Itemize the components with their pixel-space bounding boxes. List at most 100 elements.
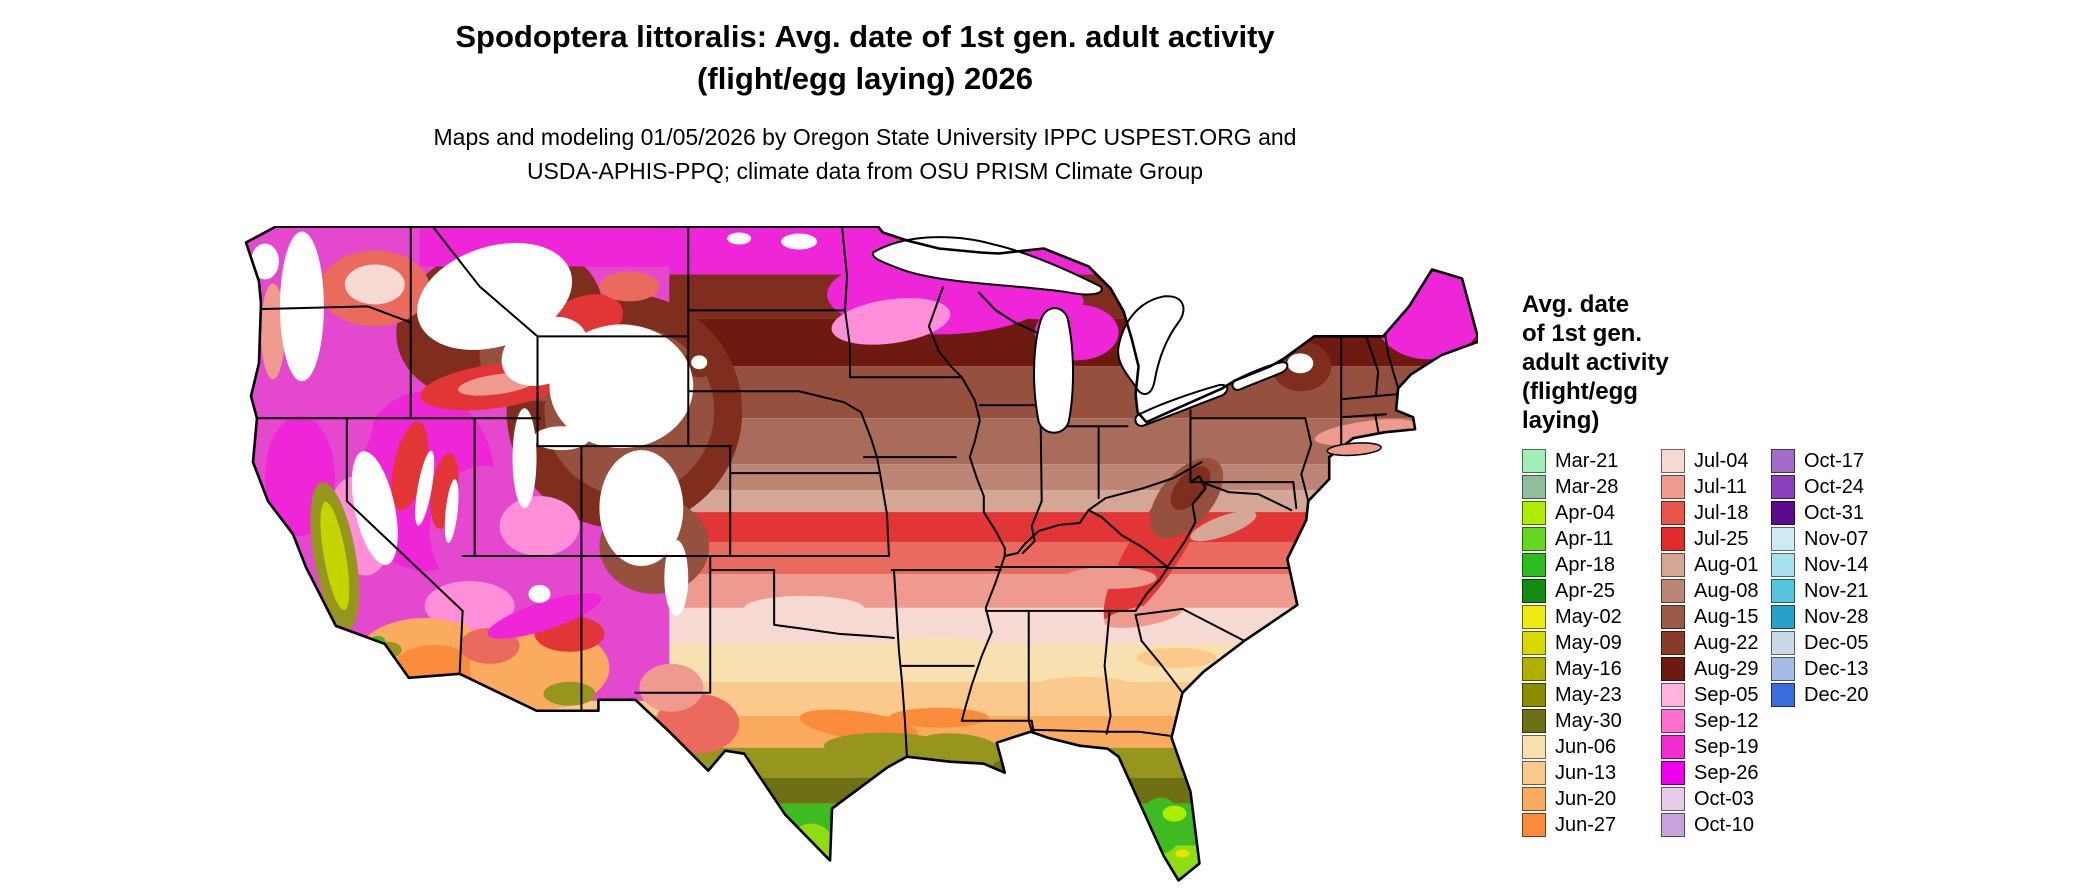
legend-swatch xyxy=(1771,501,1795,525)
long-island xyxy=(1326,442,1382,457)
legend-label: Nov-14 xyxy=(1804,553,1869,576)
legend-entry: Aug-15 xyxy=(1661,604,1771,630)
legend-title-line: laying) xyxy=(1522,407,1600,434)
map-legend: Avg. date of 1st gen. adult activity (fl… xyxy=(1522,290,1942,838)
legend-entry: Oct-03 xyxy=(1661,786,1771,812)
legend-label: Jul-25 xyxy=(1694,527,1749,550)
legend-entry: Jun-20 xyxy=(1522,786,1661,812)
legend-column-1: Mar-21 Mar-28 Apr-04 Apr-11 Apr-18 Apr-25 May-… xyxy=(1522,448,1661,838)
legend-title: Avg. date of 1st gen. adult activity (fl… xyxy=(1522,290,1942,435)
legend-entry: Mar-28 xyxy=(1522,474,1661,500)
legend-label: Dec-05 xyxy=(1804,631,1869,654)
legend-entry: May-09 xyxy=(1522,630,1661,656)
legend-entry: Jul-18 xyxy=(1661,500,1771,526)
legend-label: Nov-21 xyxy=(1804,579,1869,602)
legend-swatch xyxy=(1661,527,1685,551)
legend-swatch xyxy=(1661,553,1685,577)
legend-swatch xyxy=(1771,553,1795,577)
legend-label: Aug-15 xyxy=(1694,605,1759,628)
legend-entry: Jul-04 xyxy=(1661,448,1771,474)
legend-swatch xyxy=(1661,449,1685,473)
legend-label: May-09 xyxy=(1555,631,1622,654)
legend-entry: Oct-31 xyxy=(1771,500,1868,526)
legend-title-line: adult activity xyxy=(1522,349,1669,376)
legend-swatch xyxy=(1661,657,1685,681)
legend-column-3: Oct-17 Oct-24 Oct-31 Nov-07 Nov-14 Nov-21 Nov-… xyxy=(1771,448,1868,708)
legend-label: Sep-19 xyxy=(1694,735,1759,758)
legend-label: Nov-07 xyxy=(1804,527,1869,550)
legend-label: Mar-21 xyxy=(1555,449,1619,472)
legend-swatch xyxy=(1661,813,1685,837)
legend-swatch xyxy=(1771,657,1795,681)
us-outline xyxy=(244,225,1481,882)
legend-entry: Jul-11 xyxy=(1661,474,1771,500)
legend-swatch xyxy=(1522,527,1546,551)
legend-label: Jun-20 xyxy=(1555,787,1617,810)
legend-entry: Jul-25 xyxy=(1661,526,1771,552)
legend-swatch xyxy=(1661,761,1685,785)
legend-label: Apr-18 xyxy=(1555,553,1616,576)
legend-swatch xyxy=(1661,501,1685,525)
legend-label: Aug-08 xyxy=(1694,579,1759,602)
us-phenology-map xyxy=(244,225,1481,882)
legend-label: May-16 xyxy=(1555,657,1622,680)
legend-title-line: Avg. date xyxy=(1522,291,1630,318)
legend-entry: Apr-25 xyxy=(1522,578,1661,604)
legend-label: May-30 xyxy=(1555,709,1622,732)
legend-label: Apr-11 xyxy=(1555,527,1614,550)
legend-entry: May-30 xyxy=(1522,708,1661,734)
subtitle-line-2: USDA-APHIS-PPQ; climate data from OSU PR… xyxy=(526,158,1204,184)
legend-entry: May-16 xyxy=(1522,656,1661,682)
lake-superior xyxy=(871,236,1103,296)
map-fill-layer xyxy=(245,226,1479,881)
legend-entry: Jun-13 xyxy=(1522,760,1661,786)
legend-title-line: (flight/egg xyxy=(1522,378,1638,405)
legend-swatch xyxy=(1522,475,1546,499)
legend-entry: Apr-18 xyxy=(1522,552,1661,578)
legend-label: Oct-03 xyxy=(1694,787,1755,810)
legend-label: Jul-04 xyxy=(1694,449,1749,472)
legend-entry: Apr-11 xyxy=(1522,526,1661,552)
legend-entry: Sep-05 xyxy=(1661,682,1771,708)
legend-label: Jun-27 xyxy=(1555,813,1617,836)
legend-swatch xyxy=(1522,787,1546,811)
legend-swatch xyxy=(1661,735,1685,759)
page-title: Spodoptera littoralis: Avg. date of 1st … xyxy=(220,16,1510,100)
legend-entry: Aug-08 xyxy=(1661,578,1771,604)
legend-swatch xyxy=(1522,683,1546,707)
mountain-white-patches xyxy=(250,231,1402,616)
legend-columns: Mar-21 Mar-28 Apr-04 Apr-11 Apr-18 Apr-25 May-… xyxy=(1522,448,1942,838)
legend-entry: Dec-05 xyxy=(1771,630,1868,656)
legend-swatch xyxy=(1522,657,1546,681)
legend-entry: Dec-20 xyxy=(1771,682,1868,708)
legend-label: Oct-24 xyxy=(1804,475,1865,498)
legend-swatch xyxy=(1661,787,1685,811)
legend-entry: Sep-19 xyxy=(1661,734,1771,760)
legend-entry: Oct-10 xyxy=(1661,812,1771,838)
legend-label: Apr-25 xyxy=(1555,579,1616,602)
legend-entry: Sep-26 xyxy=(1661,760,1771,786)
legend-entry: Oct-24 xyxy=(1771,474,1868,500)
page-subtitle: Maps and modeling 01/05/2026 by Oregon S… xyxy=(220,120,1510,188)
legend-label: Jul-11 xyxy=(1694,475,1747,498)
legend-entry: May-02 xyxy=(1522,604,1661,630)
legend-label: Oct-17 xyxy=(1804,449,1865,472)
legend-entry: Nov-28 xyxy=(1771,604,1868,630)
legend-label: Sep-12 xyxy=(1694,709,1759,732)
title-line-1: Spodoptera littoralis: Avg. date of 1st … xyxy=(455,19,1275,54)
legend-entry: Aug-01 xyxy=(1661,552,1771,578)
us-map-container xyxy=(240,225,1481,886)
state-borders xyxy=(248,226,1400,758)
legend-column-2: Jul-04 Jul-11 Jul-18 Jul-25 Aug-01 Aug-08 Aug-… xyxy=(1661,448,1771,838)
legend-label: Aug-01 xyxy=(1694,553,1759,576)
legend-title-line: of 1st gen. xyxy=(1522,320,1643,347)
legend-label: Apr-04 xyxy=(1555,501,1616,524)
legend-label: Jun-13 xyxy=(1555,761,1617,784)
legend-label: Mar-28 xyxy=(1555,475,1619,498)
legend-entry: Apr-04 xyxy=(1522,500,1661,526)
legend-label: Aug-22 xyxy=(1694,631,1759,654)
lake-michigan xyxy=(1033,307,1075,434)
legend-swatch xyxy=(1522,735,1546,759)
legend-swatch xyxy=(1771,475,1795,499)
legend-swatch xyxy=(1771,579,1795,603)
